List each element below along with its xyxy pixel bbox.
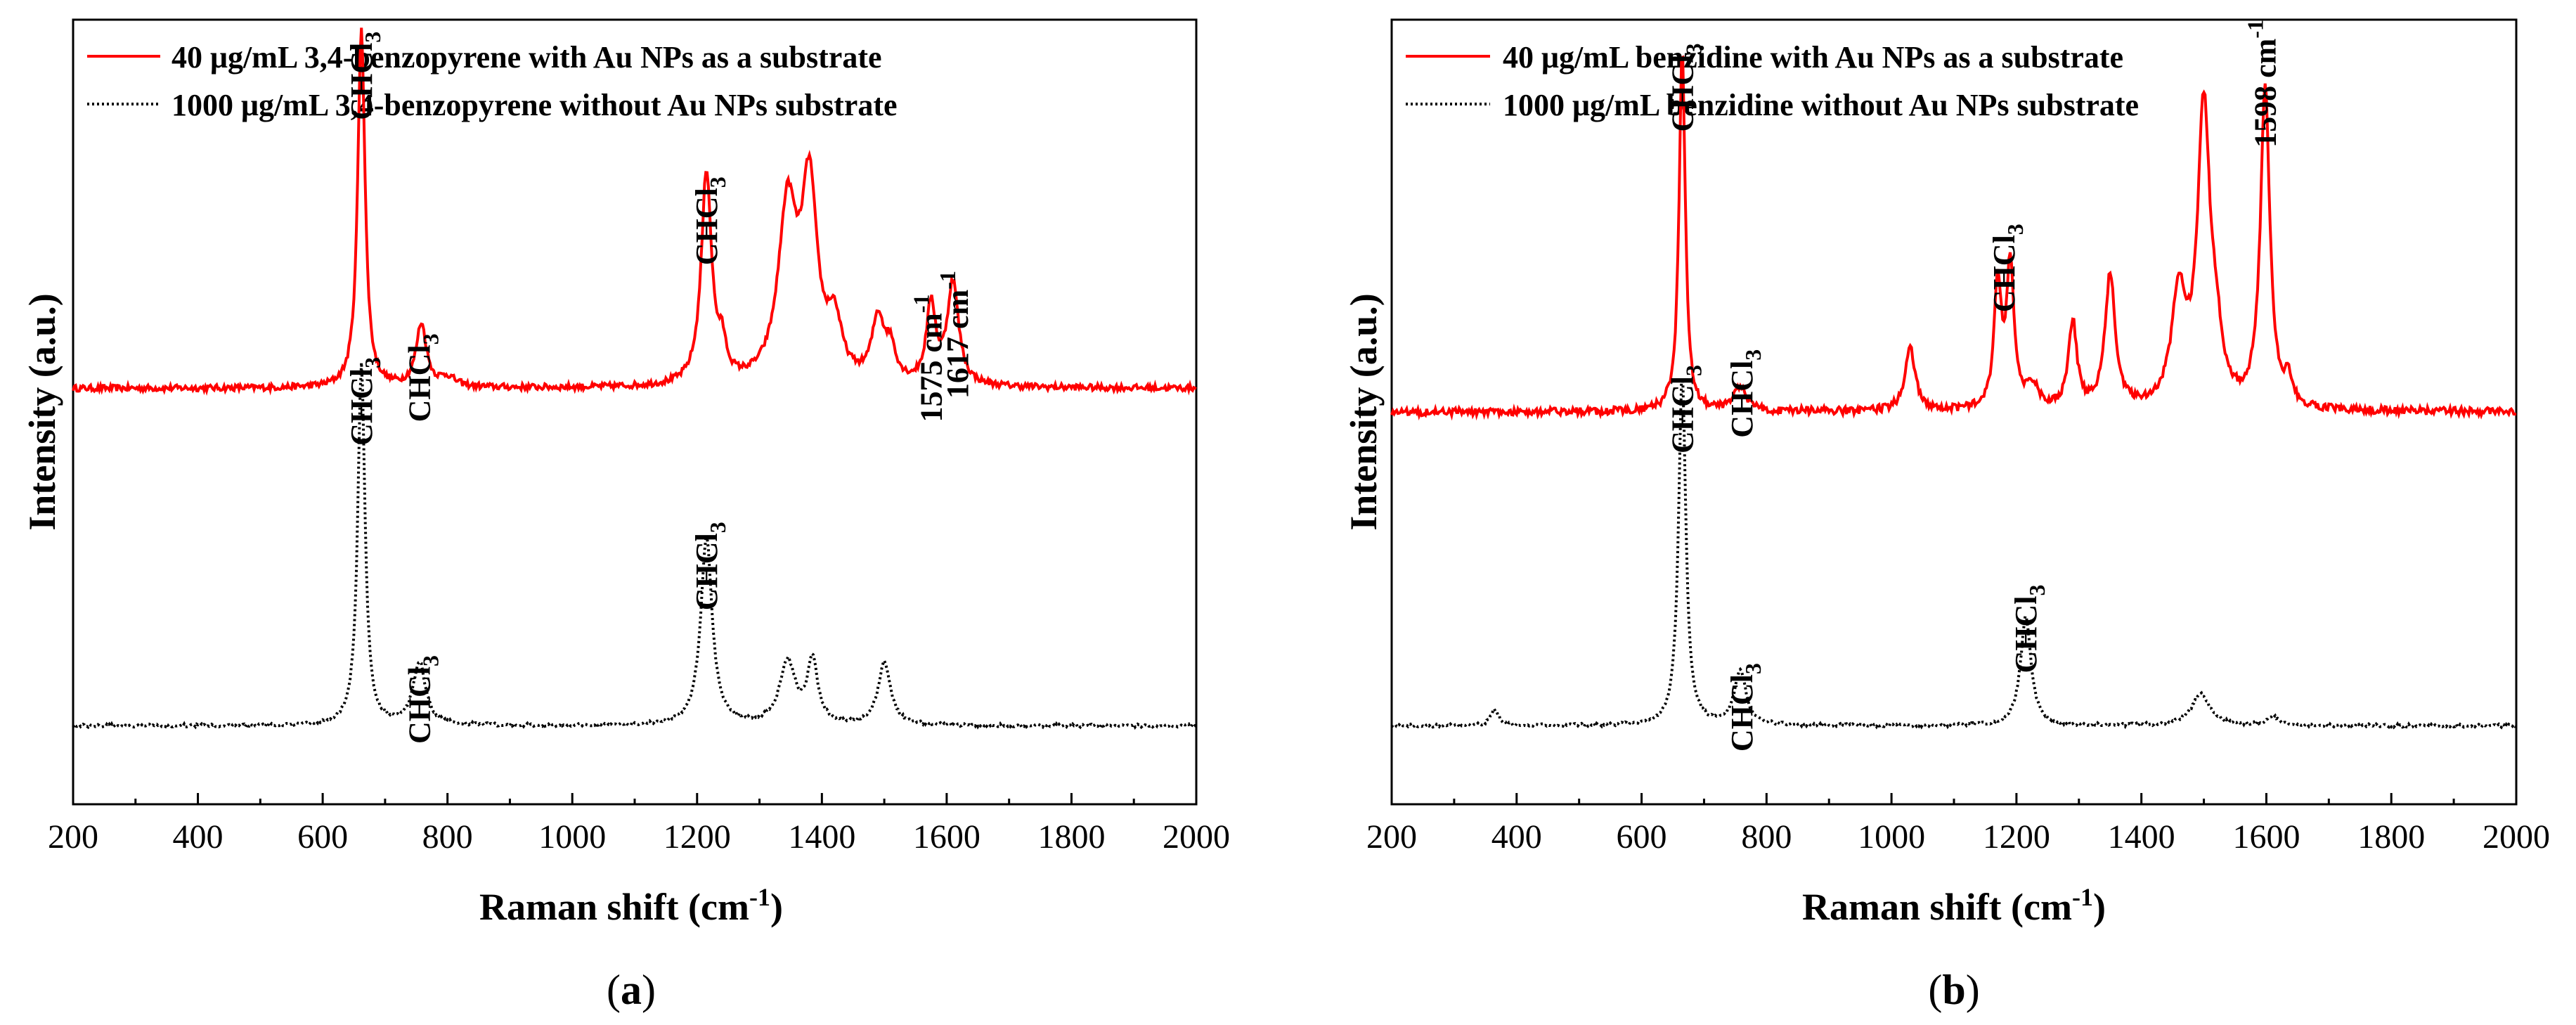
panel-b-chart: 40 μg/mL benzidine with Au NPs as a subs… [1342,18,2550,1013]
panel-b-x-tick-label: 400 [1491,818,1542,856]
panel-b-peak-annotation: CHCl3 [1725,349,1766,438]
panel-b-x-tick-label: 1000 [1858,818,1925,856]
panel-a-annotations: CHCl3 CHCl3 CHCl3 1575 cm-1 1617 cm-1 CHCl3 CH… [344,32,975,744]
panel-b-x-tick-label: 1400 [2108,818,2175,856]
panel-a-legend-label-1: 40 μg/mL 3,4-benzopyrene with Au NPs as … [171,40,882,75]
panel-b-x-tick-label: 1600 [2232,818,2300,856]
panel-b-x-axis-label: Raman shift (cm-1) [1802,883,2106,928]
panel-b-annotations: CHCl3 CHCl3 CHCl3 1598 cm-1 CHCl3 CHCl3 CHCl3 [1665,20,2282,752]
panel-a-peak-annotation: CHCl3 [403,333,444,422]
panel-b-peak-annotation: CHCl3 [1665,365,1706,453]
panel-a-x-tick-label: 1200 [664,818,731,856]
panel-b-series-without-au [1390,375,2517,731]
panel-b-x-tick-label: 2000 [2483,818,2550,856]
panel-b-x-tick-label: 600 [1617,818,1667,856]
panel-b-series-with-au [1390,55,2517,421]
panel-a-x-tick-label: 2000 [1163,818,1230,856]
panel-b-peak-annotation: CHCl3 [1987,224,2028,312]
panel-a-x-tick-label: 800 [422,818,473,856]
panel-a-peak-annotation: 1617 cm-1 [935,271,975,399]
panel-a-x-tick-label: 1400 [788,818,855,856]
panel-b-x-tick-label: 800 [1741,818,1792,856]
panel-b-x-tick-label: 1800 [2357,818,2425,856]
panel-a-chart: 40 μg/mL 3,4-benzopyrene with Au NPs as … [21,18,1230,1013]
panel-a-x-ticks: 200 400 600 800 1000 1200 1400 1600 1800 2000 [48,793,1230,856]
panel-a-caption: (a) [607,967,656,1013]
panel-b-peak-annotation: 1598 cm-1 [2243,20,2283,148]
panel-a-peak-annotation: CHCl3 [344,357,385,446]
panel-a-x-tick-label: 400 [173,818,224,856]
panel-b-peak-annotation: CHCl3 [2009,585,2050,673]
panel-a-peak-annotation: CHCl3 [690,522,730,610]
panel-a-x-tick-label: 1600 [913,818,980,856]
panel-a-peak-annotation: CHCl3 [403,655,444,744]
panel-b-y-axis-label: Intensity (a.u.) [1342,293,1385,531]
panel-a-plot-frame [72,18,1198,806]
panel-b-x-tick-label: 1200 [1983,818,2050,856]
panel-a-y-axis-label: Intensity (a.u.) [21,293,63,531]
panel-a-x-tick-label: 1800 [1037,818,1105,856]
panel-a-x-tick-label: 1000 [538,818,606,856]
panel-a-legend-label-2: 1000 μg/mL 3,4-benzopyrene without Au NP… [171,88,898,122]
panel-b-peak-annotation: CHCl3 [1725,663,1766,752]
panel-a-series-with-au [72,27,1197,396]
panel-a-x-tick-label: 200 [48,818,98,856]
panel-b-peak-annotation: CHCl3 [1665,44,1706,132]
panel-b-x-tick-label: 200 [1366,818,1417,856]
panel-a-x-tick-label: 600 [297,818,348,856]
panel-b-legend-label-2: 1000 μg/mL benzidine without Au NPs subs… [1503,88,2139,122]
panel-a-peak-annotation: CHCl3 [690,176,730,265]
panel-a-series-without-au [72,362,1197,730]
panel-a-peak-annotation: CHCl3 [344,32,385,120]
panel-b-legend-label-1: 40 μg/mL benzidine with Au NPs as a subs… [1503,40,2123,75]
panel-b-caption: (b) [1928,967,1979,1013]
panel-b-x-ticks: 200 400 600 800 1000 1200 1400 1600 1800 2000 [1366,793,2550,856]
panel-a-x-axis-label: Raman shift (cm-1) [479,883,783,928]
panel-a-peak-annotation: 1575 cm-1 [909,295,949,423]
